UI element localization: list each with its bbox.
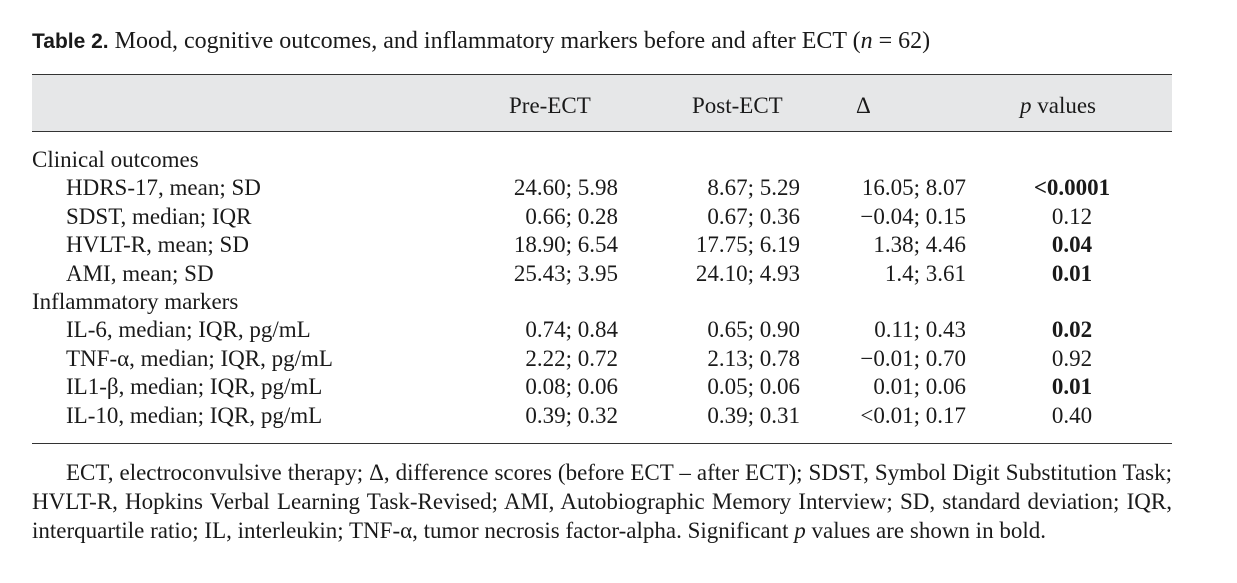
header-pre-ect: Pre-ECT	[509, 93, 591, 118]
p-value: 0.12	[1051, 203, 1093, 229]
p-value: 0.01	[1051, 260, 1093, 286]
p-value: 0.02	[1051, 317, 1093, 343]
table-caption: Table 2. Mood, cognitive outcomes, and i…	[32, 28, 1172, 55]
delta-value: 0.01; 0.06	[873, 374, 966, 400]
row-label: TNF-α, median; IQR, pg/mL	[66, 345, 333, 371]
p-value: <0.0001	[1033, 175, 1111, 201]
post-ect-value: 0.05; 0.06	[707, 374, 800, 400]
p-value: 0.01	[1051, 374, 1093, 400]
post-ect-value: 0.67; 0.36	[707, 203, 800, 229]
post-ect-value: 0.65; 0.90	[707, 317, 800, 343]
pre-ect-value: 0.08; 0.06	[525, 374, 618, 400]
pre-ect-value: 0.66; 0.28	[525, 203, 618, 229]
row-label: IL-10, median; IQR, pg/mL	[66, 402, 323, 428]
section-title: Clinical outcomes	[32, 147, 199, 172]
post-ect-value: 0.39; 0.31	[707, 402, 800, 428]
p-value: 0.92	[1051, 345, 1093, 371]
footnote-text: ECT, electroconvulsive therapy; Δ, diffe…	[32, 460, 1172, 543]
header-p-text: values	[1031, 93, 1097, 118]
header-post-ect: Post-ECT	[692, 93, 783, 118]
pre-ect-value: 2.22; 0.72	[525, 345, 618, 371]
post-ect-value: 17.75; 6.19	[695, 232, 800, 258]
row-label: HVLT-R, mean; SD	[66, 232, 249, 258]
footnote-p-symbol: p	[794, 518, 806, 543]
row-label: AMI, mean; SD	[66, 260, 214, 286]
pre-ect-value: 0.39; 0.32	[525, 402, 618, 428]
p-value: 0.40	[1051, 402, 1093, 428]
pre-ect-value: 0.74; 0.84	[525, 317, 618, 343]
row-label: IL-6, median; IQR, pg/mL	[66, 317, 311, 343]
caption-n-value: = 62)	[872, 28, 931, 54]
pre-ect-value: 24.60; 5.98	[513, 175, 618, 201]
delta-value: 16.05; 8.07	[861, 175, 966, 201]
post-ect-value: 2.13; 0.78	[707, 345, 800, 371]
delta-value: −0.04; 0.15	[860, 203, 966, 229]
table-bottom-rule	[32, 443, 1172, 444]
caption-n-symbol: n	[860, 28, 873, 54]
header-delta: Δ	[856, 93, 871, 118]
header-p-symbol: p	[1020, 93, 1032, 118]
pre-ect-value: 25.43; 3.95	[513, 260, 618, 286]
p-value: 0.04	[1051, 232, 1093, 258]
post-ect-value: 24.10; 4.93	[695, 260, 800, 286]
header-p-values: p values	[1020, 92, 1096, 120]
table-footnote: ECT, electroconvulsive therapy; Δ, diffe…	[32, 458, 1172, 545]
table-header-band	[32, 74, 1172, 132]
section-title: Inflammatory markers	[32, 289, 239, 314]
delta-value: 1.4; 3.61	[884, 260, 966, 286]
table-label: Table 2.	[32, 30, 109, 53]
caption-text: Mood, cognitive outcomes, and inflammato…	[108, 28, 861, 54]
footnote-text-end: values are shown in bold.	[805, 518, 1046, 543]
row-label: HDRS-17, mean; SD	[66, 175, 261, 201]
post-ect-value: 8.67; 5.29	[707, 175, 800, 201]
delta-value: <0.01; 0.17	[860, 402, 966, 428]
delta-value: −0.01; 0.70	[860, 345, 966, 371]
delta-value: 1.38; 4.46	[873, 232, 966, 258]
delta-value: 0.11; 0.43	[874, 317, 966, 343]
row-label: IL1-β, median; IQR, pg/mL	[66, 374, 323, 400]
row-label: SDST, median; IQR	[66, 203, 252, 229]
pre-ect-value: 18.90; 6.54	[513, 232, 618, 258]
